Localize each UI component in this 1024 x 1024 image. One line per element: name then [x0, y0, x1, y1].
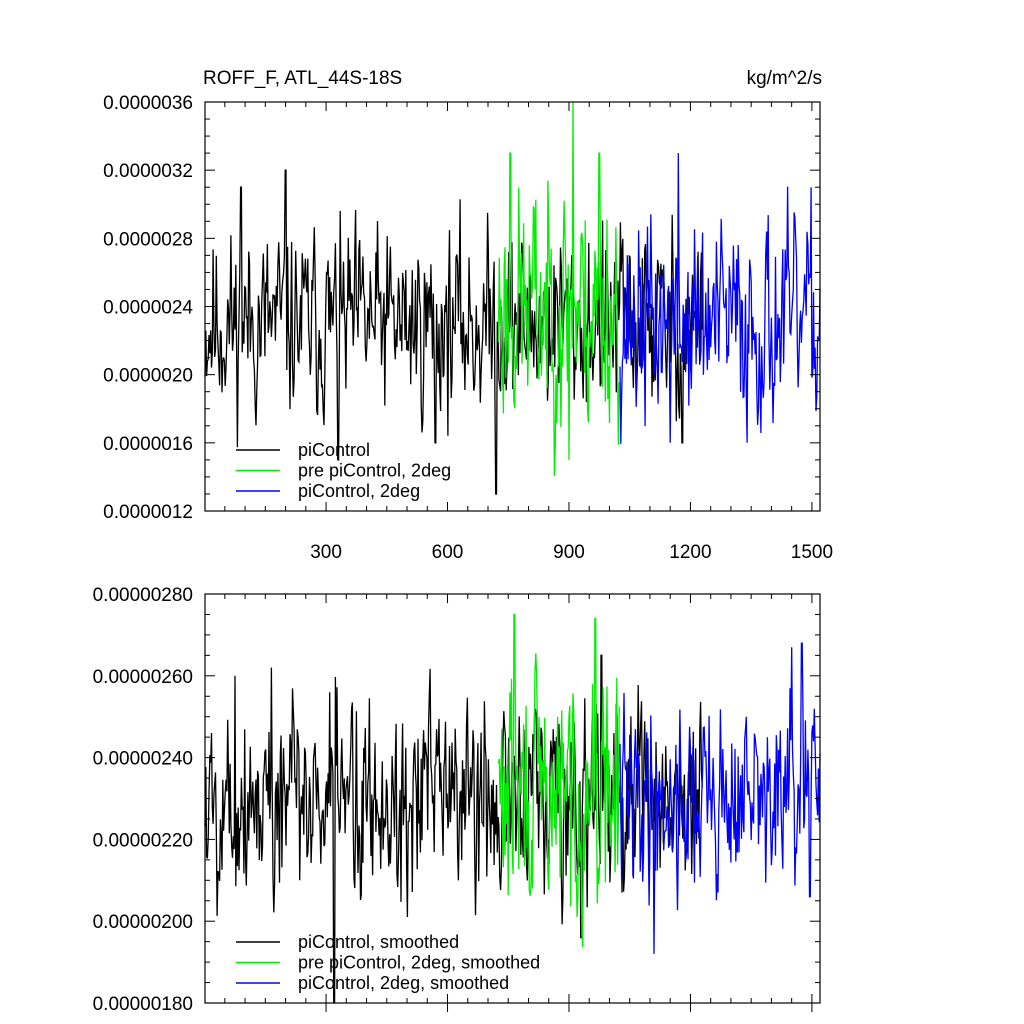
- y-tick-label: 0.0000032: [103, 161, 193, 182]
- y-tick-label: 0.00000280: [93, 585, 193, 606]
- legend-label: piControl: [298, 440, 370, 460]
- chart-title-left: ROFF_F, ATL_44S-18S: [203, 68, 402, 89]
- y-tick-label: 0.0000016: [103, 434, 193, 455]
- series-line-2-3: [619, 642, 821, 954]
- y-tick-label: 0.0000024: [103, 298, 193, 319]
- legend-label: pre piControl, 2deg: [298, 461, 451, 481]
- x-tick-label: 1500: [791, 542, 833, 563]
- series-line-1-3: [619, 153, 821, 444]
- series-line-2-2: [497, 613, 620, 948]
- chart-units-label: kg/m^2/s: [747, 68, 822, 89]
- y-tick-label: 0.00000180: [93, 994, 193, 1015]
- y-tick-label: 0.00000260: [93, 667, 193, 688]
- legend-label: pre piControl, 2deg, smoothed: [298, 953, 540, 973]
- x-tick-label: 1200: [669, 542, 711, 563]
- x-tick-label: 900: [553, 542, 585, 563]
- x-tick-label: 300: [310, 542, 342, 563]
- legend-label: piControl, 2deg: [298, 481, 420, 501]
- series-line-1-2: [497, 101, 620, 477]
- y-tick-label: 0.0000036: [103, 93, 193, 114]
- legend-label: piControl, smoothed: [298, 932, 459, 952]
- y-tick-label: 0.00000200: [93, 912, 193, 933]
- legend-label: piControl, 2deg, smoothed: [298, 973, 509, 993]
- series-line-2-1: [204, 654, 703, 1004]
- y-tick-label: 0.00000220: [93, 830, 193, 851]
- y-tick-label: 0.0000012: [103, 502, 193, 523]
- y-tick-label: 0.00000240: [93, 749, 193, 770]
- y-tick-label: 0.0000028: [103, 229, 193, 250]
- x-tick-label: 600: [432, 542, 464, 563]
- y-tick-label: 0.0000020: [103, 366, 193, 387]
- series-line-1-1: [204, 169, 703, 495]
